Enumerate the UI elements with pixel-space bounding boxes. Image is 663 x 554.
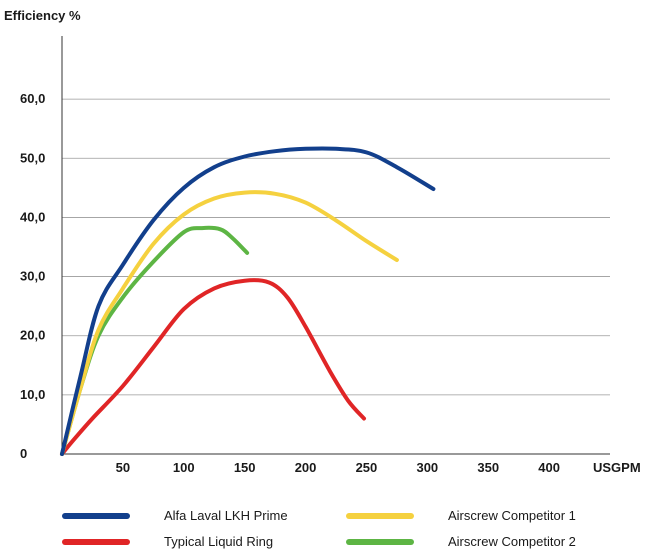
y-tick-label: 10,0	[20, 387, 45, 402]
x-tick-label: 200	[295, 460, 317, 475]
legend-item-liquid-ring: Typical Liquid Ring	[62, 534, 273, 549]
legend-item-lkh-prime: Alfa Laval LKH Prime	[62, 508, 288, 523]
legend-item-competitor-2: Airscrew Competitor 2	[346, 534, 576, 549]
series-line-lkh-prime	[60, 146, 436, 456]
y-tick-label: 50,0	[20, 150, 45, 165]
legend-label: Alfa Laval LKH Prime	[164, 508, 288, 523]
y-tick-label: 20,0	[20, 328, 45, 343]
series-line-liquid-ring	[60, 278, 366, 456]
legend-label: Airscrew Competitor 1	[448, 508, 576, 523]
x-tick-label: 350	[477, 460, 499, 475]
legend-label: Airscrew Competitor 2	[448, 534, 576, 549]
y-tick-label: 60,0	[20, 91, 45, 106]
series-line-competitor-1	[60, 190, 399, 456]
legend-swatch	[62, 538, 130, 545]
x-tick-label: 100	[173, 460, 195, 475]
legend-label: Typical Liquid Ring	[164, 534, 274, 549]
legend-item-competitor-1: Airscrew Competitor 1	[346, 508, 576, 523]
y-tick-label: 30,0	[20, 269, 45, 284]
legend-swatch	[346, 538, 414, 545]
x-tick-label: 250	[356, 460, 378, 475]
y-axis-label: Efficiency %	[4, 8, 81, 23]
x-tick-label: 150	[234, 460, 256, 475]
x-axis-label: USGPM	[593, 460, 641, 475]
x-tick-label: 300	[416, 460, 438, 475]
x-tick-label: 50	[116, 460, 130, 475]
y-tick-label: 0	[20, 446, 27, 461]
legend-swatch	[62, 512, 130, 519]
x-tick-label: 400	[538, 460, 560, 475]
y-tick-label: 40,0	[20, 209, 45, 224]
legend-swatch	[346, 512, 414, 519]
line-chart: 0 10,0 20,0 30,0 40,0 50,0 60,0 50 100 150 200 250 3…	[20, 36, 641, 475]
legend: Alfa Laval LKH Prime Airscrew Competitor…	[0, 500, 663, 554]
